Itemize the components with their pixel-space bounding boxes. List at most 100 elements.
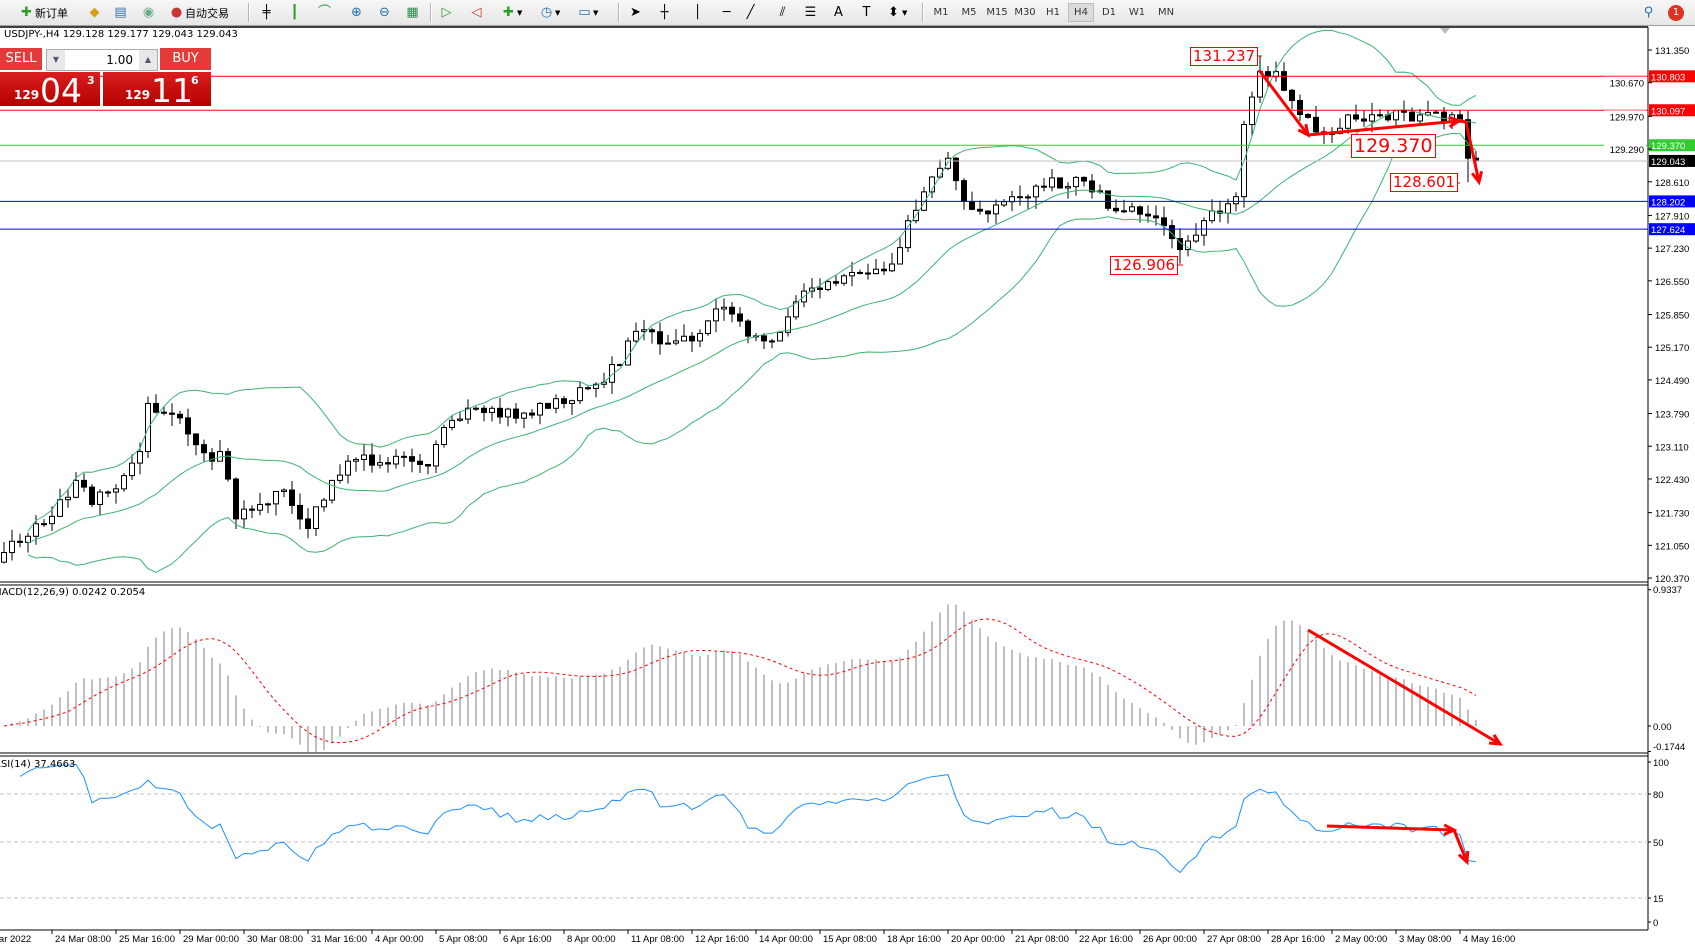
tile-windows-button[interactable]: ▦ [404,3,421,22]
candle-bear [529,412,535,416]
chart-shift-button[interactable]: ◁ [468,3,485,22]
auto-scroll-icon: ▷ [441,4,452,20]
price-level-label: 130.097 [1651,106,1685,117]
candle-bull [697,333,703,342]
candle-bull [361,454,367,460]
macd-histogram [11,604,1477,752]
zoom-out-icon: ⊖ [379,4,390,20]
auto-trading-label: 自动交易 [185,6,229,20]
candle-bear [1145,213,1151,217]
annotation-low-recent[interactable]: 128.601 [1390,173,1459,192]
candle-bull [905,220,911,249]
candle-bull [713,308,719,322]
channel-tool[interactable]: ⫽ [774,3,791,22]
timeframe-d1[interactable]: D1 [1101,7,1117,18]
sell-price[interactable]: 129 04 3 [0,71,100,110]
periods-button[interactable]: ◷ ▼ [538,3,561,22]
timeframe-w1[interactable]: W1 [1128,7,1146,18]
fibonacci-tool[interactable]: ☰ [802,3,819,22]
lot-increase-button[interactable]: ▲ [139,50,157,70]
auto-trading-button[interactable]: ● 自动交易 [168,3,229,22]
price-level-tag [1649,195,1695,208]
time-tick-label: Mar 2022 [0,934,31,945]
signals-button[interactable]: ◉ [140,3,157,22]
time-tick-label: 24 Mar 08:00 [55,934,111,945]
candle-bear [1281,71,1287,91]
timeframe-h4[interactable]: H4 [1068,3,1094,22]
indicators-button[interactable]: ✚ ▼ [500,3,522,22]
vertical-line-tool[interactable]: │ [689,3,706,22]
candle-bull [665,342,671,345]
chart-shift-icon: ◁ [471,4,482,20]
candle-bear [193,433,199,446]
macd-tick-label: 0.9337 [1653,585,1682,596]
clock-icon: ◷ [540,4,553,20]
line-chart-button[interactable]: ⌒ [316,3,333,22]
auto-trading-icon: ● [170,4,183,20]
horizontal-line-tool[interactable]: ─ [718,3,735,22]
price-tick-label-backing [1604,76,1646,89]
zoom-in-button[interactable]: ⊕ [348,3,365,22]
lot-decrease-button[interactable]: ▼ [47,50,65,70]
buy-button[interactable]: BUY [160,48,211,70]
annotation-support[interactable]: 129.370 [1351,134,1436,158]
label-tool[interactable]: T [858,3,875,22]
candle-bull [569,400,575,404]
indicators-icon: ✚ [503,4,514,20]
annotation-low[interactable]: 126.906 [1110,256,1179,275]
toolbar-separator [430,3,432,22]
price-tick-label: 121.050 [1655,541,1689,552]
price-level-label: 129.043 [1651,157,1685,168]
candle-bear [385,462,391,465]
sell-button[interactable]: SELL [0,48,42,70]
candle-bear [289,489,295,506]
sell-price-fraction: 3 [87,74,95,87]
timeframe-m1[interactable]: M1 [933,7,949,18]
macd-divergence-arrow [1307,628,1501,746]
buy-price[interactable]: 129 11 6 [103,71,211,110]
cursor-tool[interactable]: ➤ [627,3,644,22]
timeframe-m30[interactable]: M30 [1014,7,1036,18]
candle-bear [1105,190,1111,209]
candle-bull [9,540,15,554]
terminal-button[interactable]: ▤ [112,3,129,22]
signal-icon: ◉ [142,4,155,20]
candle-bear [1161,217,1167,227]
notifications-button[interactable]: 1 [1668,3,1684,22]
search-button[interactable]: ⚲ [1640,3,1657,22]
candle-bull [1417,114,1423,122]
timeframe-m5[interactable]: M5 [961,7,977,18]
arrows-tool[interactable]: ⬍ ▼ [885,3,907,22]
templates-button[interactable]: ▭ ▼ [576,3,598,22]
candle-bear [89,486,95,505]
new-order-button[interactable]: ✚ 新订单 [18,3,68,22]
price-tick-label: 130.670 [1610,79,1644,90]
metaeditor-button[interactable]: ◆ [86,3,103,22]
candlestick-button[interactable]: ┃ [286,3,303,22]
zoom-out-button[interactable]: ⊖ [376,3,393,22]
macd-tick-label: -0.1744 [1653,742,1685,753]
crosshair-tool[interactable]: ┼ [656,3,673,22]
cursor-icon: ➤ [630,4,641,20]
candle-bull [345,460,351,476]
auto-scroll-button[interactable]: ▷ [438,3,455,22]
candle-bull [489,407,495,413]
annotation-high[interactable]: 131.237 [1190,47,1259,66]
bar-chart-button[interactable]: ╪ [258,3,275,22]
time-tick-label: 22 Apr 16:00 [1079,934,1133,945]
timeframe-m15[interactable]: M15 [986,7,1008,18]
candle-bull [1049,177,1055,188]
candle-bull [33,523,39,537]
lot-size-input[interactable]: ▼ 1.00 ▲ [46,49,158,71]
candle-bear [881,268,887,272]
timeframe-mn[interactable]: MN [1157,7,1175,18]
trendline-tool[interactable]: ╱ [742,3,759,22]
price-tick-label: 126.550 [1655,277,1689,288]
timeframe-h1[interactable]: H1 [1046,7,1060,18]
text-tool[interactable]: A [830,3,847,22]
dropdown-arrow-icon: ▼ [517,8,523,17]
candle-bull [73,479,79,498]
price-level-tag [1649,70,1695,83]
bollinger-upper [27,29,1477,532]
